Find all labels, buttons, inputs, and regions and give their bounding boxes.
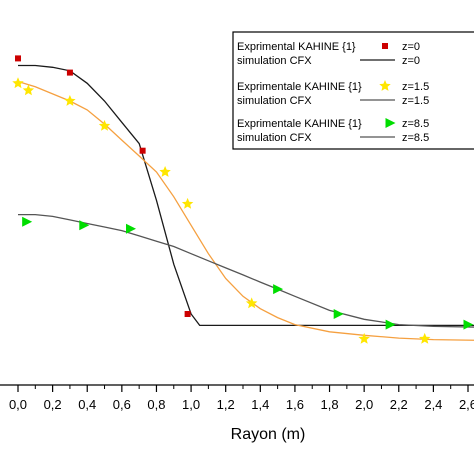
legend-z-label: z=1.5 xyxy=(402,95,429,107)
data-point xyxy=(333,309,344,319)
legend-z-label: z=8.5 xyxy=(402,118,429,130)
x-tick-label: 0,2 xyxy=(44,397,62,412)
legend-label: simulation CFX xyxy=(237,132,312,144)
data-point xyxy=(463,319,474,330)
x-tick-label: 0,4 xyxy=(78,397,96,412)
legend-label: Exprimental KAHINE {1} xyxy=(237,41,356,53)
data-point xyxy=(126,223,136,234)
data-point xyxy=(22,84,35,96)
legend-label: Exprimentale KAHINE {1} xyxy=(237,118,362,130)
legend-label: simulation CFX xyxy=(237,95,312,107)
data-point xyxy=(181,197,194,209)
legend-z-label: z=0 xyxy=(402,41,420,53)
x-tick-label: 1,2 xyxy=(217,397,235,412)
data-point xyxy=(64,95,76,106)
x-tick-label: 1,6 xyxy=(286,397,304,412)
x-tick-label: 2,4 xyxy=(424,397,442,412)
data-point xyxy=(79,220,90,231)
plot-area xyxy=(12,55,474,344)
series-line xyxy=(18,64,474,327)
data-point xyxy=(12,77,24,89)
data-point xyxy=(273,284,284,295)
x-tick-label: 2,6 xyxy=(459,397,474,412)
x-axis-title: Rayon (m) xyxy=(231,426,306,443)
data-point xyxy=(98,119,111,131)
legend-marker xyxy=(385,118,396,128)
x-tick-label: 0,0 xyxy=(9,397,27,412)
data-point xyxy=(419,332,431,344)
data-point xyxy=(66,69,73,76)
data-point xyxy=(139,147,146,154)
data-point xyxy=(184,311,191,317)
legend-box xyxy=(232,31,474,150)
legend-marker xyxy=(379,80,391,91)
legend-z-label: z=8.5 xyxy=(402,132,429,144)
legend-z-label: z=1.5 xyxy=(402,81,429,93)
data-point xyxy=(245,297,258,309)
data-point xyxy=(22,216,33,227)
x-tick-label: 1,4 xyxy=(251,397,269,412)
x-tick-label: 2,0 xyxy=(355,397,373,412)
x-axis: 0,0 0,2 0,4 0,6 0,8 1,0 1,2 1,4 1,6 1,8 2,0 2,2 2,4 2… xyxy=(0,384,474,412)
legend-z-label: z=0 xyxy=(402,55,420,67)
x-tick-label: 0,6 xyxy=(113,397,131,412)
legend-label: simulation CFX xyxy=(237,55,312,67)
legend-label: Exprimentale KAHINE {1} xyxy=(237,81,362,93)
x-tick-label: 1,8 xyxy=(320,397,338,412)
data-point xyxy=(385,319,396,330)
legend-marker xyxy=(382,43,388,49)
series-line xyxy=(17,80,474,341)
legend: Exprimental KAHINE {1} z=0 simulation CFX z… xyxy=(232,31,474,150)
series-line xyxy=(18,213,474,328)
data-point xyxy=(15,55,21,62)
x-tick-label: 1,0 xyxy=(182,397,200,412)
data-point xyxy=(159,166,171,177)
x-tick-label: 0,8 xyxy=(147,397,165,412)
data-point xyxy=(358,332,370,344)
x-tick-label: 2,2 xyxy=(390,397,408,412)
